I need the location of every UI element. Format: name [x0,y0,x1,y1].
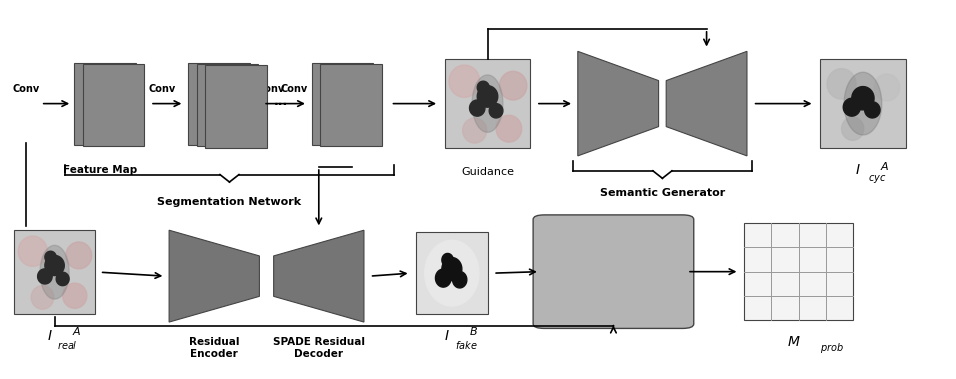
Polygon shape [452,271,467,288]
Text: p: p [836,231,842,240]
Text: Feature Map: Feature Map [63,165,138,175]
FancyBboxPatch shape [82,64,144,146]
Polygon shape [424,240,479,306]
Text: p: p [782,255,788,264]
FancyBboxPatch shape [188,63,250,145]
Polygon shape [45,251,56,263]
Polygon shape [472,75,503,132]
Polygon shape [477,86,498,107]
Polygon shape [841,117,864,140]
Text: Conv: Conv [13,84,40,94]
Polygon shape [827,69,856,99]
Text: p: p [782,304,788,313]
FancyBboxPatch shape [744,223,854,320]
Polygon shape [442,254,453,266]
FancyBboxPatch shape [312,63,374,145]
Text: Conv: Conv [257,84,285,94]
FancyBboxPatch shape [74,63,136,145]
Polygon shape [56,272,69,286]
Text: $\mathit{I}$: $\mathit{I}$ [47,329,53,343]
Text: $\mathit{real}$: $\mathit{real}$ [57,338,78,351]
Text: Conv: Conv [281,84,308,94]
FancyBboxPatch shape [14,230,95,314]
Text: SPADE Residual
Decoder: SPADE Residual Decoder [272,337,365,359]
Polygon shape [843,98,860,116]
Polygon shape [449,65,480,97]
Text: $\mathit{A}$: $\mathit{A}$ [880,160,889,172]
FancyBboxPatch shape [445,59,531,149]
Polygon shape [469,100,485,116]
Polygon shape [273,230,364,322]
FancyBboxPatch shape [197,64,258,146]
Text: $\mathit{M}$: $\mathit{M}$ [787,335,801,349]
Polygon shape [852,86,874,110]
Polygon shape [18,236,47,266]
Polygon shape [169,230,259,322]
FancyBboxPatch shape [206,65,267,147]
Text: $\mathit{cyc}$: $\mathit{cyc}$ [868,173,886,185]
Text: p: p [810,255,815,264]
Polygon shape [40,245,69,299]
Polygon shape [436,269,451,287]
Text: Residual
Encoder: Residual Encoder [189,337,240,359]
Text: p: p [836,279,842,288]
Text: p: p [755,304,761,313]
Text: p: p [836,255,842,264]
Text: p: p [755,255,761,264]
FancyBboxPatch shape [416,232,488,314]
Text: ...: ... [273,95,288,108]
Text: Multi-scale
Discriminator: Multi-scale Discriminator [569,258,659,286]
Text: Segmentation Network: Segmentation Network [158,197,301,207]
Polygon shape [864,102,880,118]
Polygon shape [477,81,489,94]
Text: $\mathit{A}$: $\mathit{A}$ [72,326,81,337]
Text: Semantic Generator: Semantic Generator [599,188,725,197]
Polygon shape [577,51,659,156]
Polygon shape [499,71,527,100]
Text: p: p [810,231,815,240]
Text: $\mathit{prob}$: $\mathit{prob}$ [819,341,843,355]
FancyBboxPatch shape [533,215,694,329]
Polygon shape [32,286,54,309]
Text: $\mathit{I}$: $\mathit{I}$ [856,163,861,177]
Polygon shape [463,118,487,143]
Text: p: p [836,304,842,313]
Polygon shape [844,72,881,135]
Text: p: p [810,304,815,313]
Polygon shape [37,269,53,284]
FancyBboxPatch shape [320,64,382,146]
Polygon shape [496,115,522,142]
Polygon shape [874,74,900,101]
Text: p: p [810,279,815,288]
Text: $\mathit{fake}$: $\mathit{fake}$ [455,338,477,351]
Text: $\mathit{B}$: $\mathit{B}$ [469,326,478,337]
Text: Conv: Conv [148,84,176,94]
Polygon shape [442,258,462,280]
FancyBboxPatch shape [820,59,905,149]
Polygon shape [63,283,87,309]
Text: p: p [755,231,761,240]
Text: $\mathit{I}$: $\mathit{I}$ [445,329,450,343]
Polygon shape [666,51,747,156]
Text: p: p [782,279,788,288]
Text: p: p [782,231,788,240]
Polygon shape [489,103,503,118]
Text: Guidance: Guidance [461,167,514,177]
Polygon shape [66,242,92,269]
Text: p: p [755,279,761,288]
Polygon shape [45,255,64,276]
